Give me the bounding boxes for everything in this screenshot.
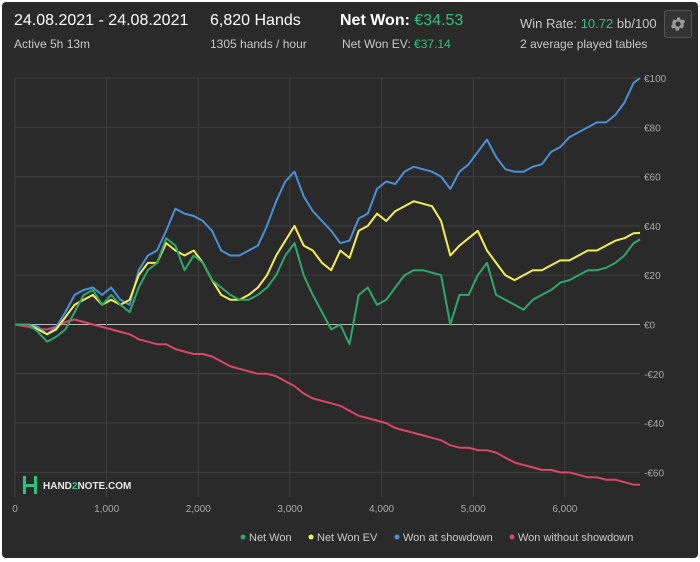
x-axis-labels: 0 1,000 2,000 3,000 4,000 5,000 6,000 [12,504,578,515]
y-axis-labels: €100 €80 €60 €40 €20 €0 -€20 -€40 -€60 [644,74,667,479]
net-won: Net Won: €34.53 [340,12,463,30]
net-won-ev-value: €37.14 [414,37,451,51]
x-tick-label: 2,000 [186,504,211,515]
x-tick-label: 4,000 [369,504,394,515]
y-tick-label: €60 [644,173,661,184]
win-rate-label: Win Rate: [520,16,578,31]
settings-button[interactable] [664,10,692,38]
legend-marker [509,534,515,540]
net-won-value: €34.53 [414,12,464,29]
y-tick-label: €80 [644,123,661,134]
legend-label: Net Won EV [317,532,378,544]
logo-prefix: HAND [43,481,72,492]
legend-marker [240,534,246,540]
x-tick-label: 5,000 [461,504,486,515]
logo-suffix: NOTE.COM [77,481,131,492]
logo-text: HAND2NOTE.COM [43,481,131,492]
legend-label: Won at showdown [403,532,493,544]
series-lines [14,77,641,486]
y-tick-label: €100 [644,74,667,85]
x-tick-label: 6,000 [552,504,577,515]
y-tick-label: -€60 [644,468,664,479]
win-rate-value: 10.72 [580,16,614,31]
y-tick-label: €40 [644,222,661,233]
x-tick-label: 3,000 [277,504,302,515]
logo-mid: 2 [72,481,78,492]
active-time: Active 5h 13m [14,37,91,51]
date-range: 24.08.2021 - 24.08.2021 [14,12,189,29]
net-won-ev: Net Won EV: €37.14 [342,37,451,51]
series-line-won-without-showdown [14,318,640,486]
x-tick-label: 1,000 [94,504,119,515]
logo: HAND2NOTE.COM [23,476,131,494]
legend: Net Won Net Won EV Won at showdown Won with… [240,532,633,544]
win-rate: Win Rate: 10.72 bb/100 [520,16,657,31]
x-tick-label: 0 [12,504,18,515]
y-tick-label: €20 [644,271,661,282]
legend-marker [394,534,400,540]
logo-mark-bar [23,484,37,487]
gear-icon [670,17,686,31]
legend-marker [308,534,314,540]
net-won-label: Net Won: [340,12,410,29]
y-tick-label: €0 [644,320,656,331]
series-line-net-won-ev [15,200,641,336]
series-line-net-won [15,237,641,346]
hands-per-hour: 1305 hands / hour [210,37,307,51]
y-tick-label: -€40 [644,419,664,430]
grid-lines [14,77,640,497]
y-tick-label: -€20 [644,370,664,381]
win-rate-unit: bb/100 [616,16,657,31]
hands-count: 6,820 Hands [210,12,301,29]
series-line-won-at-showdown [15,77,641,336]
net-won-ev-label: Net Won EV: [342,37,411,51]
legend-label: Won without showdown [518,532,633,544]
legend-label: Net Won [249,532,292,544]
average-tables: 2 average played tables [520,37,648,51]
